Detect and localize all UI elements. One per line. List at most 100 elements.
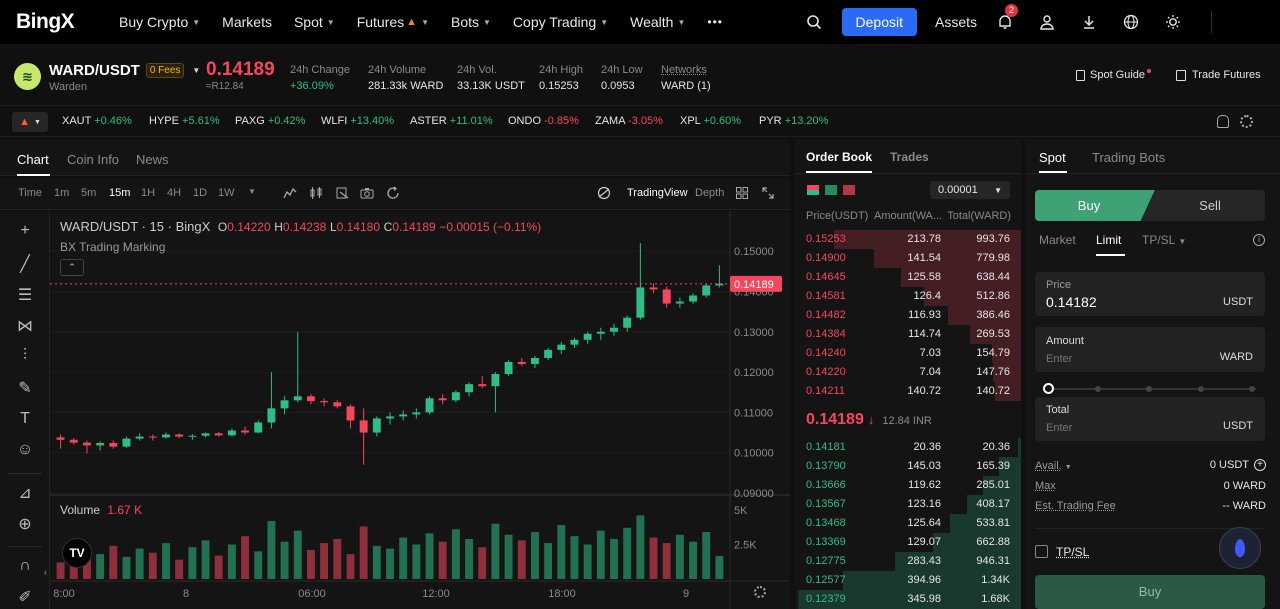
nav-copy-trading[interactable]: Copy Trading ▼ <box>513 14 608 30</box>
interval-1h[interactable]: 1H <box>141 187 156 199</box>
collapse-arrow-icon[interactable]: ‹ <box>44 567 47 577</box>
price-chart[interactable]: 0.15000 0.14000 0.13000 0.12000 0.11000 0.100… <box>50 211 790 609</box>
avail-label[interactable]: Avail. ▼ <box>1035 460 1072 472</box>
trendline-icon[interactable]: ╱ <box>20 256 30 273</box>
ticker-item[interactable]: XPL +0.60% <box>680 115 741 127</box>
bid-row[interactable]: 0.13369 129.07 662.88 <box>795 533 1021 552</box>
ask-row[interactable]: 0.14482 116.93 386.46 <box>795 306 1021 325</box>
ask-row[interactable]: 0.14211 140.72 140.72 <box>795 382 1021 401</box>
magnet-icon[interactable]: ∩ <box>19 557 31 574</box>
price-input[interactable]: Price 0.14182 USDT <box>1035 272 1265 316</box>
nav-wealth[interactable]: Wealth ▼ <box>630 14 685 30</box>
settings-icon[interactable] <box>1240 115 1253 128</box>
emoji-icon[interactable]: ☺ <box>16 441 34 458</box>
tab-chart[interactable]: Chart <box>17 152 49 167</box>
tpsl-checkbox[interactable] <box>1035 545 1048 558</box>
view-asks-icon[interactable] <box>843 185 855 195</box>
bid-row[interactable]: 0.13666 119.62 285.01 <box>795 476 1021 495</box>
zoom-in-icon[interactable]: ⊕ <box>18 516 32 533</box>
ticker-item[interactable]: XAUT +0.46% <box>62 115 132 127</box>
camera-icon[interactable] <box>360 186 374 203</box>
ticker-item[interactable]: HYPE +5.61% <box>149 115 220 127</box>
theme-toggle-icon[interactable] <box>1163 12 1183 32</box>
amount-slider[interactable] <box>1043 383 1256 395</box>
slider-handle[interactable] <box>1043 383 1054 394</box>
view-both-icon[interactable] <box>807 185 819 195</box>
view-tradingview[interactable]: TradingView <box>627 187 688 199</box>
caret-down-icon[interactable]: ▼ <box>248 187 256 196</box>
ticker-item[interactable]: ZAMA -3.05% <box>595 115 663 127</box>
nav-spot[interactable]: Spot ▼ <box>294 14 335 30</box>
ask-row[interactable]: 0.14384 114.74 269.53 <box>795 325 1021 344</box>
bid-row[interactable]: 0.13468 125.64 533.81 <box>795 514 1021 533</box>
bid-row[interactable]: 0.13567 123.16 408.17 <box>795 495 1021 514</box>
nav-markets[interactable]: Markets <box>222 14 272 30</box>
nav-buy-crypto[interactable]: Buy Crypto ▼ <box>119 14 200 30</box>
download-icon[interactable] <box>1079 12 1099 32</box>
buy-button[interactable]: Buy <box>1035 575 1265 609</box>
ask-row[interactable]: 0.14240 7.03 154.79 <box>795 344 1021 363</box>
candle-type-icon[interactable] <box>309 186 323 203</box>
tpsl-label[interactable]: TP/SL <box>1056 545 1090 559</box>
text-tool-icon[interactable]: T <box>20 410 30 427</box>
view-depth[interactable]: Depth <box>695 187 725 199</box>
ask-row[interactable]: 0.14900 141.54 779.98 <box>795 249 1021 268</box>
deposit-button[interactable]: Deposit <box>841 8 917 36</box>
interval-1m[interactable]: 1m <box>54 187 70 199</box>
alert-icon[interactable] <box>1217 115 1229 128</box>
bid-row[interactable]: 0.12379 345.98 1.68K <box>795 590 1021 609</box>
pattern-icon[interactable]: ⋈ <box>17 318 33 335</box>
tab-coin-info[interactable]: Coin Info <box>67 152 120 167</box>
ask-row[interactable]: 0.14220 7.04 147.76 <box>795 363 1021 382</box>
order-type-limit[interactable]: Limit <box>1096 233 1122 247</box>
amount-input[interactable]: Amount Enter WARD <box>1035 327 1265 372</box>
view-bids-icon[interactable] <box>825 185 837 195</box>
spot-guide-link[interactable]: Spot Guide <box>1076 68 1152 81</box>
ticker-item[interactable]: ASTER +11.01% <box>410 115 493 127</box>
assets-link[interactable]: Assets <box>934 14 977 30</box>
add-funds-icon[interactable]: + <box>1254 459 1266 471</box>
ticker-item[interactable]: PAXG +0.42% <box>235 115 305 127</box>
brush-icon[interactable]: ✎ <box>18 380 32 397</box>
tradingview-logo[interactable]: TV <box>62 538 92 568</box>
projection-icon[interactable]: ⫶ <box>22 347 27 364</box>
user-icon[interactable] <box>1037 12 1057 32</box>
ticker-item[interactable]: WLFI +13.40% <box>321 115 394 127</box>
interval-5m[interactable]: 5m <box>81 187 97 199</box>
interval-15m[interactable]: 15m <box>109 187 131 199</box>
ruler-icon[interactable]: ⊿ <box>18 485 32 502</box>
bingx-logo[interactable]: BingX <box>16 10 75 33</box>
pair-selector[interactable]: WARD/USDT 0 Fees ▼ <box>49 62 200 79</box>
fullscreen-icon[interactable] <box>762 187 774 202</box>
interval-time[interactable]: Time <box>18 187 43 199</box>
hot-filter-dropdown[interactable]: ▲ ▼ <box>12 112 48 132</box>
search-icon[interactable] <box>804 12 824 32</box>
bid-row[interactable]: 0.14181 20.36 20.36 <box>795 438 1021 457</box>
bell-icon[interactable]: 2 <box>995 4 1018 32</box>
globe-icon[interactable] <box>1121 12 1141 32</box>
assistant-bubble[interactable] <box>1219 527 1261 569</box>
indicators-icon[interactable] <box>283 186 297 203</box>
stat-networks[interactable]: Networks WARD (1) <box>661 64 711 92</box>
tab-trades[interactable]: Trades <box>890 150 929 164</box>
total-input[interactable]: Total Enter USDT <box>1035 397 1265 441</box>
collapse-legend-button[interactable]: ⌃ <box>60 259 84 276</box>
bid-row[interactable]: 0.12577 394.96 1.34K <box>795 571 1021 590</box>
ask-row[interactable]: 0.14645 125.58 638.44 <box>795 268 1021 287</box>
ticker-item[interactable]: ONDO -0.85% <box>508 115 579 127</box>
tab-news[interactable]: News <box>136 152 169 167</box>
info-icon[interactable]: i <box>1253 234 1265 246</box>
reset-icon[interactable] <box>386 186 400 203</box>
order-type-tpsl[interactable]: TP/SL ▼ <box>1142 233 1186 247</box>
order-type-market[interactable]: Market <box>1039 233 1076 247</box>
edit-icon[interactable] <box>335 186 349 203</box>
fib-lines-icon[interactable]: ☰ <box>17 287 33 304</box>
nav-futures[interactable]: Futures ▲ ▼ <box>357 14 429 30</box>
bid-row[interactable]: 0.13790 145.03 165.39 <box>795 457 1021 476</box>
ask-row[interactable]: 0.15253 213.78 993.76 <box>795 230 1021 249</box>
crosshair-icon[interactable]: + <box>20 222 30 239</box>
chart-canvas[interactable]: 0.150000.140000.130000.120000.110000.100… <box>50 211 790 609</box>
precision-select[interactable]: 0.00001 ▼ <box>930 181 1010 199</box>
buy-side-toggle[interactable]: Buy <box>1035 190 1155 221</box>
tab-trading-bots[interactable]: Trading Bots <box>1092 150 1166 165</box>
